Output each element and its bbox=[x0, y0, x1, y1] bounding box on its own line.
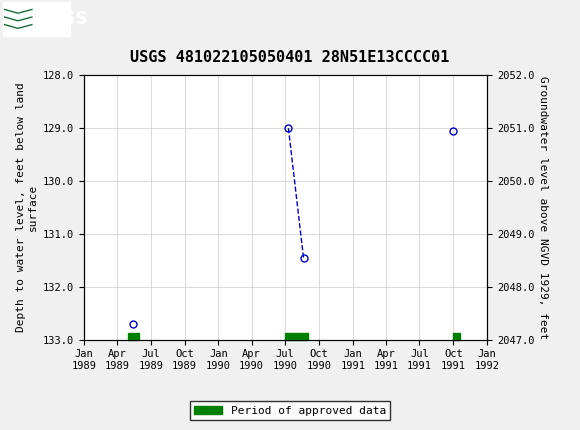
Bar bbox=[454, 333, 461, 340]
Text: USGS 481022105050401 28N51E13CCCC01: USGS 481022105050401 28N51E13CCCC01 bbox=[130, 49, 450, 64]
Y-axis label: Depth to water level, feet below land
surface: Depth to water level, feet below land su… bbox=[16, 83, 38, 332]
Legend: Period of approved data: Period of approved data bbox=[190, 401, 390, 420]
Bar bbox=[128, 333, 139, 340]
Bar bbox=[285, 333, 308, 340]
Y-axis label: Groundwater level above NGVD 1929, feet: Groundwater level above NGVD 1929, feet bbox=[538, 76, 548, 339]
Text: USGS: USGS bbox=[37, 10, 88, 28]
FancyBboxPatch shape bbox=[3, 2, 70, 36]
